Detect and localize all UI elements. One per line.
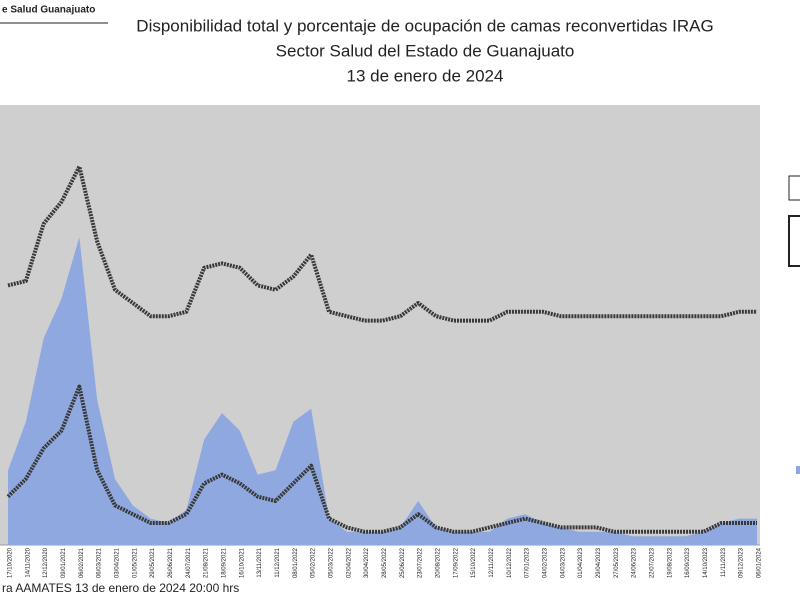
x-tick-label: 06/01/2024 (757, 547, 763, 578)
line-series (7, 164, 757, 323)
x-tick-label: 11/12/2021 (275, 547, 281, 577)
x-tick-label: 29/05/2021 (150, 547, 156, 578)
x-tick-label: 24/06/2023 (632, 547, 638, 578)
x-tick-label: 16/09/2023 (685, 547, 691, 578)
footer: ra AAMATES 13 de enero de 2024 20:00 hrs (2, 581, 239, 595)
x-tick-label: 11/11/2023 (721, 547, 727, 577)
x-tick-label: 15/10/2022 (471, 547, 477, 578)
line-series (6, 384, 757, 534)
x-tick-label: 01/05/2021 (132, 547, 138, 578)
x-tick-label: 12/11/2022 (489, 547, 495, 577)
x-tick-label: 18/09/2021 (222, 547, 228, 578)
x-tick-label: 09/12/2023 (739, 547, 745, 578)
x-tick-label: 29/04/2023 (596, 547, 602, 578)
x-tick-label: 20/08/2022 (436, 547, 442, 578)
x-tick-label: 22/07/2023 (650, 547, 656, 578)
chart-date: 13 de enero de 2024 (347, 66, 504, 85)
x-tick-label: 14/10/2023 (703, 547, 709, 578)
x-tick-label: 01/04/2023 (578, 547, 584, 578)
x-tick-label: 12/12/2020 (43, 547, 49, 578)
x-tick-label: 04/02/2023 (543, 547, 549, 578)
source-header: e Salud Guanajuato (2, 5, 95, 16)
plot-background (0, 105, 760, 545)
x-tick-label: 28/05/2022 (382, 547, 388, 578)
x-tick-label: 23/07/2022 (418, 547, 424, 578)
legend-box (788, 175, 800, 201)
legend-swatch (796, 466, 800, 474)
x-tick-label: 05/02/2022 (311, 547, 317, 578)
x-tick-label: 13/11/2021 (257, 547, 263, 577)
x-tick-label: 02/04/2022 (346, 547, 352, 578)
legend-box (788, 215, 800, 267)
area-series (8, 237, 757, 545)
x-tick-label: 09/01/2021 (61, 547, 67, 578)
x-tick-label: 03/04/2021 (115, 547, 121, 578)
x-tick-label: 14/11/2020 (25, 547, 31, 577)
x-tick-label: 16/10/2021 (239, 547, 245, 578)
x-tick-label: 24/07/2021 (186, 547, 192, 578)
x-tick-label: 21/08/2021 (204, 547, 210, 578)
x-tick-label: 07/01/2023 (525, 547, 531, 578)
chart-subtitle: Sector Salud del Estado de Guanajuato (276, 41, 575, 60)
x-tick-label: 17/09/2022 (453, 547, 459, 578)
x-tick-label: 06/02/2021 (79, 547, 85, 578)
x-tick-label: 10/12/2022 (507, 547, 513, 578)
plot-area (0, 105, 760, 546)
chart-title: Disponibilidad total y porcentaje de ocu… (136, 16, 713, 35)
x-tick-label: 05/03/2022 (329, 547, 335, 578)
x-tick-label: 27/05/2023 (614, 547, 620, 578)
x-tick-label: 30/04/2022 (364, 547, 370, 578)
x-tick-label: 19/08/2023 (667, 547, 673, 578)
x-tick-label: 17/10/2020 (8, 547, 14, 578)
x-tick-label: 26/06/2021 (168, 547, 174, 578)
x-tick-label: 25/06/2022 (400, 547, 406, 578)
x-tick-label: 04/03/2023 (560, 547, 566, 578)
x-tick-label: 08/01/2022 (293, 547, 299, 578)
x-tick-label: 06/03/2021 (97, 547, 103, 578)
